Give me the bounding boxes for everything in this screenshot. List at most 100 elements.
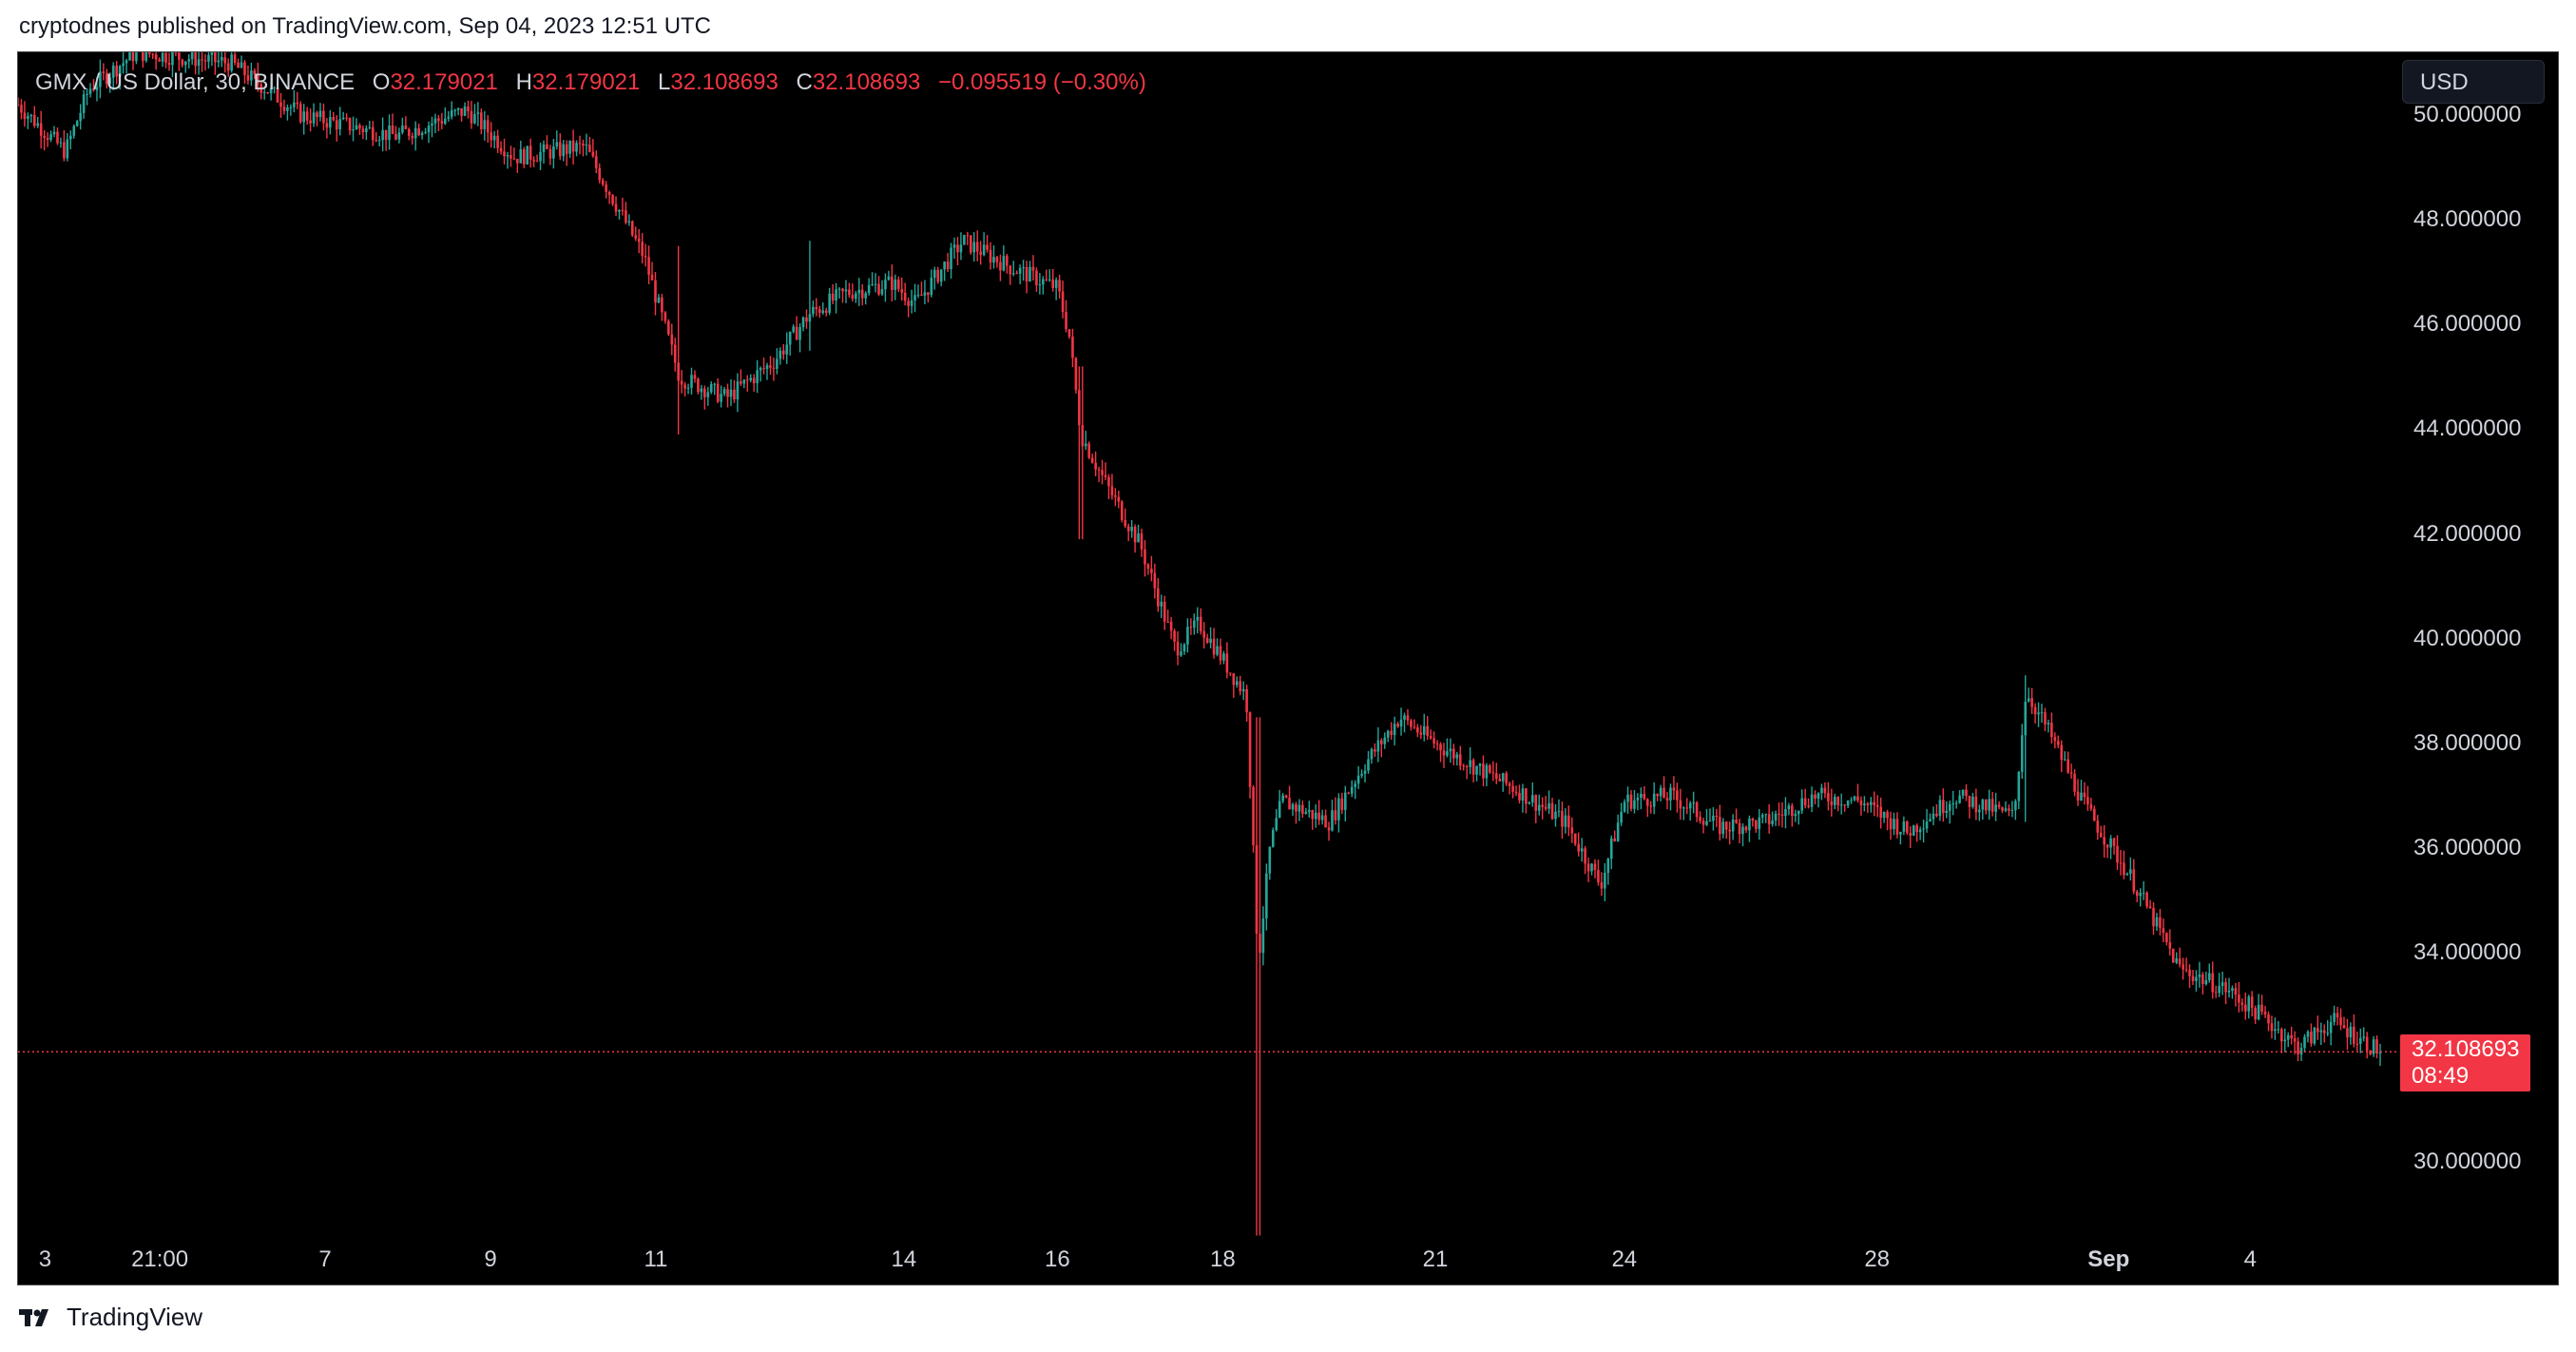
candle <box>2310 1023 2313 1047</box>
candle <box>1314 804 1317 828</box>
candle-body <box>1363 770 1367 774</box>
candle <box>1656 793 1659 802</box>
candle <box>1288 785 1291 810</box>
candle-body <box>1130 527 1133 531</box>
candle <box>939 269 943 287</box>
candle-body <box>2260 1004 2263 1012</box>
candle <box>916 284 920 299</box>
chart-plot[interactable] <box>18 52 2558 1284</box>
candle-body <box>1636 798 1640 801</box>
candle <box>2263 1006 2267 1018</box>
candle <box>183 61 187 73</box>
candle-body <box>2257 1004 2260 1020</box>
candle-body <box>1665 798 1669 801</box>
candle-body <box>1498 779 1502 782</box>
candle-body <box>1485 764 1489 779</box>
candle <box>670 323 674 356</box>
candle-body <box>302 111 305 123</box>
candle-body <box>1958 795 1961 803</box>
candle <box>1909 826 1913 848</box>
candle-body <box>1978 809 1981 813</box>
candle-body <box>1573 833 1577 844</box>
candle <box>1623 799 1626 813</box>
last-price-value: 32.108693 <box>2412 1036 2520 1063</box>
candle <box>1028 261 1031 282</box>
candle-body <box>2119 862 2123 864</box>
currency-button[interactable]: USD <box>2402 60 2545 104</box>
candle-body <box>233 54 237 63</box>
candle <box>1945 801 1949 819</box>
candle <box>2093 805 2096 821</box>
candle-body <box>1229 672 1232 674</box>
candle <box>1416 724 1419 738</box>
candle-body <box>1370 749 1374 760</box>
footer-brand[interactable]: TradingView <box>19 1303 202 1332</box>
candle <box>450 101 453 120</box>
candle-body <box>742 379 746 384</box>
candle <box>1193 613 1196 635</box>
candle <box>552 138 555 169</box>
candle-body <box>1688 802 1692 809</box>
candle-body <box>348 118 352 131</box>
candle-body <box>1078 390 1081 426</box>
candle <box>75 120 79 127</box>
candle <box>1640 787 1643 810</box>
candle <box>1439 742 1442 763</box>
candle <box>1094 451 1097 476</box>
chart-frame[interactable]: GMX / US Dollar, 30, BINANCE O32.179021 … <box>17 51 2559 1285</box>
candle <box>2339 1008 2342 1031</box>
candle-body <box>1932 813 1935 820</box>
candle-body <box>1071 337 1074 358</box>
candle <box>539 143 542 170</box>
candle <box>2231 985 2234 999</box>
candle <box>512 147 516 161</box>
candle <box>1692 791 1695 814</box>
legend-high-value: 32.179021 <box>531 69 641 95</box>
candle-body <box>1577 843 1580 852</box>
candle-body <box>772 367 776 369</box>
candle <box>492 130 496 149</box>
candle-body <box>821 310 825 314</box>
candle <box>325 118 329 139</box>
candle-body <box>1458 754 1462 766</box>
candle <box>1873 791 1876 817</box>
candle <box>736 373 740 413</box>
candle <box>1025 261 1028 294</box>
candle-body <box>368 126 372 128</box>
candle <box>506 151 509 169</box>
candle <box>1054 277 1058 300</box>
candle <box>161 52 164 68</box>
candle <box>2083 782 2086 805</box>
candle-body <box>56 131 59 144</box>
candle-body <box>453 109 456 111</box>
candle <box>808 241 812 351</box>
candle <box>82 89 86 119</box>
candle-body <box>131 52 135 62</box>
candle <box>548 145 552 165</box>
candle-body <box>2234 988 2238 995</box>
candle-body <box>805 317 808 322</box>
candle-body <box>88 88 92 94</box>
candle-body <box>417 127 420 136</box>
candle-body <box>289 106 293 108</box>
candle-body <box>203 60 207 62</box>
candle <box>1550 798 1554 821</box>
candle <box>1929 813 1932 822</box>
candle-body <box>1133 527 1137 543</box>
candle <box>266 91 269 94</box>
candle-body <box>1465 765 1469 767</box>
candle <box>1182 643 1186 655</box>
candle-body <box>756 370 759 384</box>
candle <box>2096 815 2100 840</box>
candle <box>2103 824 2105 858</box>
candle-body <box>1252 786 1255 845</box>
candle-body <box>966 235 970 237</box>
candle <box>1367 750 1370 774</box>
candle <box>907 297 910 318</box>
candle-body <box>1505 773 1508 783</box>
candle-body <box>240 62 243 68</box>
candle <box>1803 788 1807 809</box>
candle <box>519 140 523 164</box>
candle <box>2033 703 2037 724</box>
candle-body <box>631 221 634 236</box>
